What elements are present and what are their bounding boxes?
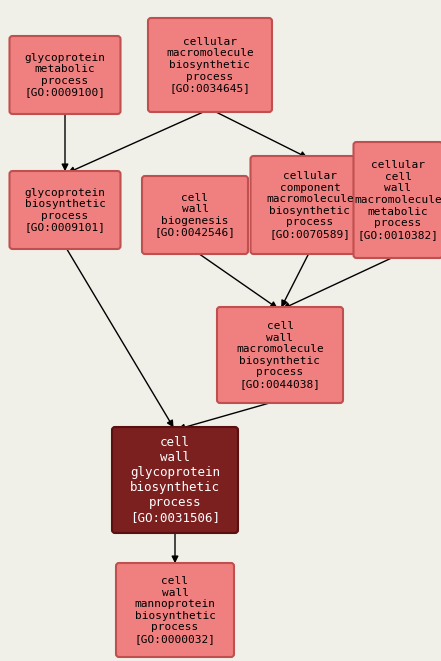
Text: glycoprotein
biosynthetic
process
[GO:0009101]: glycoprotein biosynthetic process [GO:00… <box>25 188 105 233</box>
Text: glycoprotein
metabolic
process
[GO:0009100]: glycoprotein metabolic process [GO:00091… <box>25 53 105 97</box>
Text: cell
wall
mannoprotein
biosynthetic
process
[GO:0000032]: cell wall mannoprotein biosynthetic proc… <box>135 576 216 644</box>
Text: cell
wall
biogenesis
[GO:0042546]: cell wall biogenesis [GO:0042546] <box>154 192 235 237</box>
FancyBboxPatch shape <box>10 36 120 114</box>
Text: cellular
cell
wall
macromolecule
metabolic
process
[GO:0010382]: cellular cell wall macromolecule metabol… <box>354 160 441 240</box>
Text: cell
wall
macromolecule
biosynthetic
process
[GO:0044038]: cell wall macromolecule biosynthetic pro… <box>236 321 324 389</box>
FancyBboxPatch shape <box>10 171 120 249</box>
FancyBboxPatch shape <box>354 142 441 258</box>
FancyBboxPatch shape <box>217 307 343 403</box>
Text: cellular
component
macromolecule
biosynthetic
process
[GO:0070589]: cellular component macromolecule biosynt… <box>266 171 354 239</box>
Text: cellular
macromolecule
biosynthetic
process
[GO:0034645]: cellular macromolecule biosynthetic proc… <box>166 37 254 93</box>
FancyBboxPatch shape <box>148 18 272 112</box>
Text: cell
wall
glycoprotein
biosynthetic
process
[GO:0031506]: cell wall glycoprotein biosynthetic proc… <box>130 436 220 524</box>
FancyBboxPatch shape <box>112 427 238 533</box>
FancyBboxPatch shape <box>142 176 248 254</box>
FancyBboxPatch shape <box>116 563 234 657</box>
FancyBboxPatch shape <box>250 156 370 254</box>
